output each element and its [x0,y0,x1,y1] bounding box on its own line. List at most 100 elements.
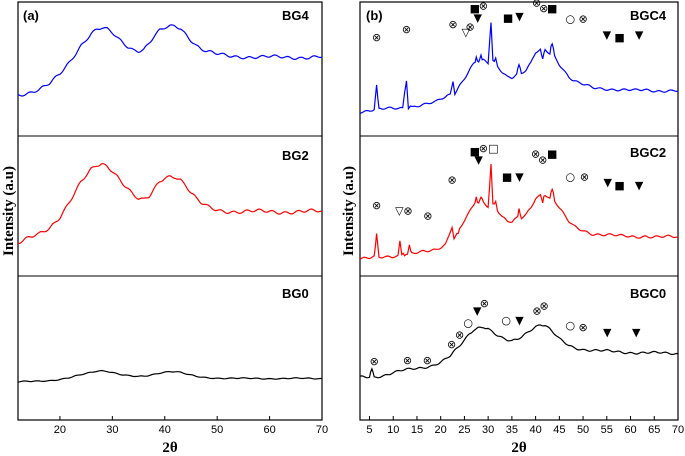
phase-marker: ⊗ [448,18,457,31]
series-line-bgc0 [359,324,679,379]
series-line-bgc4 [359,22,679,114]
phase-marker: ⊗ [479,142,488,155]
phase-marker: ▽ [395,205,404,218]
phase-marker: ■ [470,2,480,15]
phase-marker: ⊗ [578,13,587,26]
x-tick-label: 30 [482,424,494,436]
phase-marker: ⊗ [480,297,489,310]
panel-b-ylabel: Intensity (a.u) [341,166,357,256]
phase-marker: ▼ [635,29,644,42]
phase-marker: ⊗ [580,171,589,184]
phase-marker: ▼ [474,153,483,166]
phase-marker: ▼ [632,326,641,339]
phase-marker: ■ [502,171,512,184]
phase-marker: ⊗ [539,2,548,15]
phase-marker: ○ [565,171,575,184]
x-tick-label: 55 [601,424,613,436]
phase-marker: ▼ [635,179,644,192]
x-tick-label: 10 [387,424,399,436]
sample-label-bgc4: BGC4 [630,8,667,23]
x-tick-label: 20 [54,424,66,436]
x-tick-label: 35 [506,424,518,436]
x-tick-label: 70 [672,424,684,436]
panel-a-frame [17,1,323,421]
panel-b-label: (b) [366,8,383,23]
x-tick-label: 25 [458,424,470,436]
phase-marker: ⊗ [423,209,432,222]
phase-marker: ⊗ [402,23,411,36]
phase-marker: ▽ [462,26,471,39]
phase-marker: ▼ [604,176,613,189]
phase-marker: ⊗ [538,153,547,166]
x-tick-label: 40 [159,424,171,436]
phase-marker: ⊗ [447,173,456,186]
phase-marker: ○ [463,316,473,329]
phase-marker: ⊗ [540,300,549,313]
phase-marker: ⊗ [423,354,432,367]
phase-marker: ○ [501,314,511,327]
panel-b-phase-markers: ⊗⊗⊗▽⊗■▼⊗□■▼⊗⊗■○⊗▼■▼⊗▽⊗⊗⊗■▼⊗□■▼⊗⊗■○⊗▼■▼⊗⊗… [370,0,644,368]
x-tick-label: 60 [263,424,275,436]
x-tick-label: 70 [316,424,328,436]
phase-marker: ⊗ [403,354,412,367]
x-tick-label: 5 [366,424,372,436]
phase-marker: ▼ [603,326,612,339]
phase-marker: ■ [503,12,513,25]
x-tick-label: 50 [211,424,223,436]
phase-marker: ⊗ [479,0,488,12]
panel-b-frame [359,1,679,421]
x-tick-label: 30 [106,424,118,436]
panel-a-x-axis: 20 30 40 50 60 70 [54,416,328,436]
phase-marker: ■ [614,179,624,192]
phase-marker: ⊗ [578,321,587,334]
phase-marker: ▼ [473,304,482,317]
series-line-bgc2 [359,163,679,260]
phase-marker: ⊗ [372,199,381,212]
panel-a: (a) BG4 BG2 BG0 20 30 40 50 60 70 2θ Intensit… [1,1,328,456]
phase-marker: ⊗ [403,205,412,218]
phase-marker: ⊗ [455,328,464,341]
phase-marker: ■ [470,145,480,158]
sample-label-bg4: BG4 [282,8,310,23]
phase-marker: ▼ [473,12,482,25]
phase-marker: ⊗ [532,0,541,10]
phase-marker: □ [488,142,498,155]
sample-label-bgc2: BGC2 [630,145,666,160]
phase-marker: ⊗ [466,21,475,34]
panel-b: (b) BGC4 BGC2 BGC0 5 10 15 20 25 30 35 40 45 50 55… [341,0,684,456]
phase-marker: ▼ [515,10,524,23]
panel-a-xlabel: 2θ [162,440,178,456]
x-tick-label: 40 [529,424,541,436]
panel-a-ylabel: Intensity (a.u) [1,166,17,256]
x-tick-label: 65 [648,424,660,436]
x-tick-label: 50 [577,424,589,436]
panel-b-xlabel: 2θ [511,440,527,456]
phase-marker: ⊗ [532,304,541,317]
sample-label-bgc0: BGC0 [630,286,666,301]
series-line-bg2 [17,163,323,245]
phase-marker: ⊗ [447,338,456,351]
phase-marker: ■ [547,148,557,161]
phase-marker: ▼ [515,314,524,327]
phase-marker: ⊗ [531,148,540,161]
phase-marker: ▼ [515,171,524,184]
panel-b-x-axis: 5 10 15 20 25 30 35 40 45 50 55 60 65 70 [366,416,684,436]
phase-marker: ■ [547,2,557,15]
sample-label-bg2: BG2 [282,148,309,163]
panel-a-label: (a) [23,8,39,23]
panel-b-series [359,22,679,379]
phase-marker: ▼ [603,29,612,42]
phase-marker: ⊗ [370,355,379,368]
phase-marker: ○ [565,13,575,26]
x-tick-label: 20 [435,424,447,436]
x-tick-label: 15 [411,424,423,436]
sample-label-bg0: BG0 [282,286,309,301]
panel-a-series [17,24,323,383]
phase-marker: ■ [614,31,624,44]
x-tick-label: 60 [624,424,636,436]
phase-marker: ⊗ [372,31,381,44]
series-line-bg0 [17,369,322,383]
x-tick-label: 45 [553,424,565,436]
series-line-bg4 [17,24,323,97]
